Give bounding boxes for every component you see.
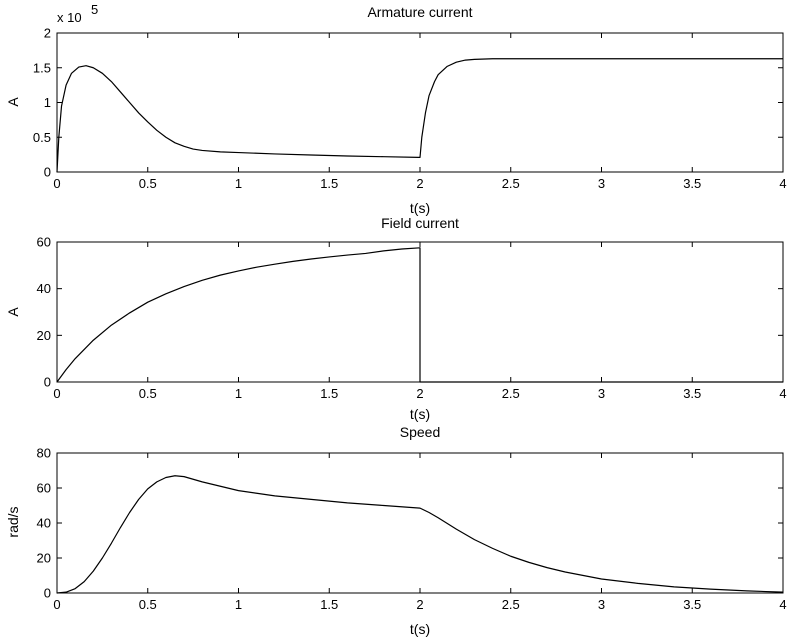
- y-tick-label: 20: [37, 328, 51, 343]
- x-tick-label: 3.5: [683, 597, 701, 612]
- y-tick-label: 1: [44, 95, 51, 110]
- x-tick-label: 0.5: [139, 176, 157, 191]
- y-tick-label: 0: [44, 375, 51, 390]
- x-tick-label: 0: [53, 386, 60, 401]
- subplot-speed: Speed rad/s t(s) 0 0.5 1 1.5 2 2.5 3 3.5 4020406…: [5, 424, 787, 637]
- x-tick-label: 0.5: [139, 386, 157, 401]
- x-tick-label: 2: [416, 386, 423, 401]
- x-tick-label: 2: [416, 176, 423, 191]
- x-tick-label: 0: [53, 176, 60, 191]
- series-line: [56, 58, 783, 173]
- y-tick-label: 40: [37, 281, 51, 296]
- x-tick-label: 2.5: [502, 176, 520, 191]
- y-tick-label: 20: [37, 551, 51, 566]
- y-tick-label: 0: [44, 165, 51, 180]
- y-tick-label: 0: [44, 586, 51, 601]
- x-tick-label: 4: [779, 386, 786, 401]
- x-tick-label: 4: [779, 176, 786, 191]
- x-tick-label: 3: [598, 386, 605, 401]
- plot-title: Armature current: [367, 4, 472, 20]
- x-axis-label: t(s): [410, 200, 430, 216]
- x-axis-label: t(s): [410, 406, 430, 422]
- x-tick-label: 1.5: [320, 597, 338, 612]
- x-tick-label: 2: [416, 597, 423, 612]
- series-line: [56, 247, 783, 383]
- x-tick-label: 2.5: [502, 597, 520, 612]
- x-tick-label: 4: [779, 597, 786, 612]
- x-axis-label: t(s): [410, 621, 430, 637]
- x-tick-label: 1: [235, 386, 242, 401]
- x-tick-label: 3: [598, 176, 605, 191]
- x-tick-label: 3: [598, 597, 605, 612]
- series-line: [56, 475, 784, 594]
- x-tick-label: 1.5: [320, 176, 338, 191]
- x-tick-label: 1.5: [320, 386, 338, 401]
- x-tick-label: 1: [235, 597, 242, 612]
- y-tick-label: 2: [44, 26, 51, 41]
- x-tick-label: 3.5: [683, 386, 701, 401]
- x-tick-label: 0.5: [139, 597, 157, 612]
- subplot-field-current: Field current A t(s) 0 0.5 1 1.5 2 2.5 3 3.5 402…: [5, 215, 787, 422]
- y-tick-label: 60: [37, 235, 51, 250]
- y-axis-label: rad/s: [5, 506, 21, 537]
- x-tick-label: 1: [235, 176, 242, 191]
- y-tick-label: 1.5: [33, 60, 51, 75]
- plot-area: 0 0.5 1 1.5 2 2.5 3 3.5 4 0 0.5 1 1.5 2: [33, 26, 787, 192]
- x-tick-label: 2.5: [502, 386, 520, 401]
- y-tick-label: 0.5: [33, 130, 51, 145]
- y-axis-label: A: [5, 97, 21, 107]
- x-tick-label: 0: [53, 597, 60, 612]
- plot-title: Speed: [400, 424, 440, 440]
- subplot-armature-current: Armature current x 10 5 A t(s) 0 0.5 1 1.5 2…: [5, 2, 787, 216]
- y-tick-label: 80: [37, 446, 51, 461]
- y-exponent-label: x 10: [57, 10, 82, 25]
- y-tick-label: 60: [37, 481, 51, 496]
- x-tick-label: 3.5: [683, 176, 701, 191]
- y-tick-label: 40: [37, 516, 51, 531]
- y-axis-label: A: [5, 307, 21, 317]
- plot-title: Field current: [381, 215, 459, 231]
- y-exponent-power: 5: [91, 2, 98, 17]
